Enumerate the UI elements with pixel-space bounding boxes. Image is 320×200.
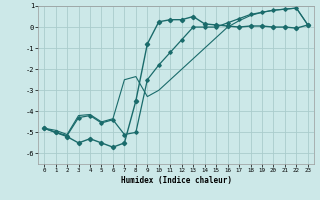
X-axis label: Humidex (Indice chaleur): Humidex (Indice chaleur) xyxy=(121,176,231,185)
